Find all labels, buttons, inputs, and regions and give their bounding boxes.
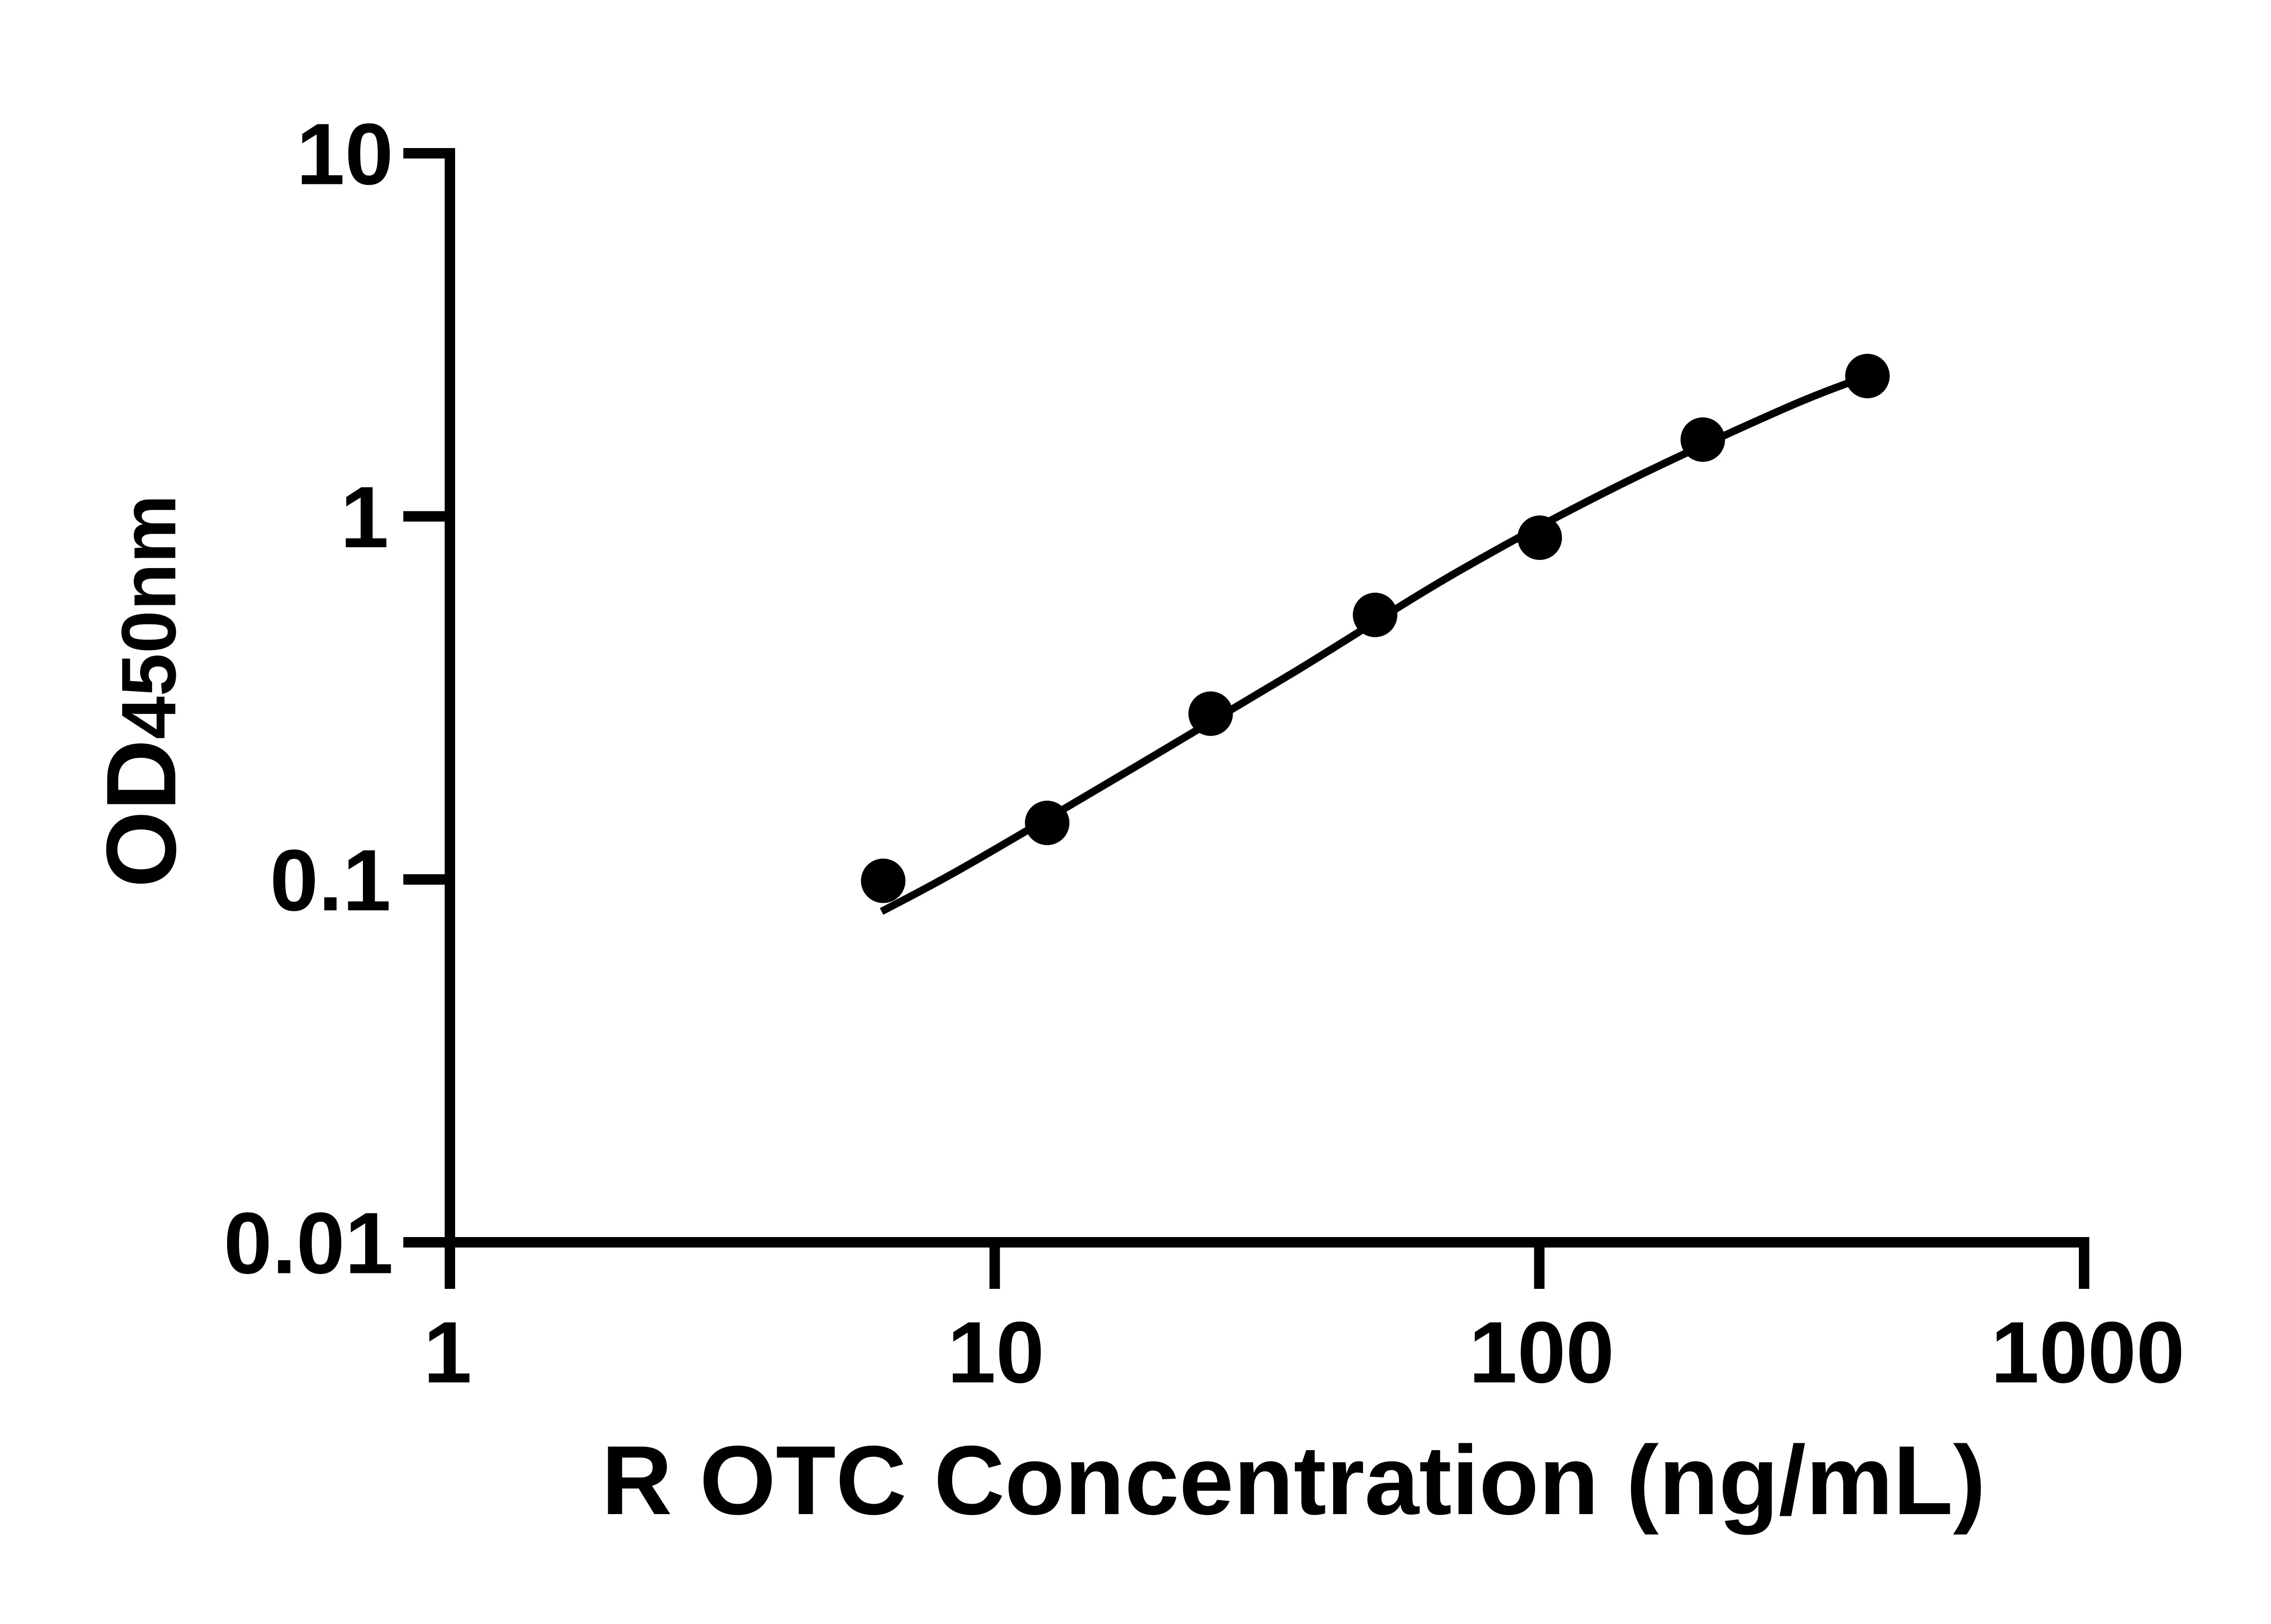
svg-text:100: 100 — [1469, 1303, 1614, 1401]
svg-text:10: 10 — [947, 1303, 1045, 1401]
svg-text:10: 10 — [296, 105, 393, 203]
svg-text:1000: 1000 — [1991, 1303, 2185, 1401]
svg-text:OD450nm: OD450nm — [86, 495, 197, 888]
svg-text:R OTC Concentration (ng/mL): R OTC Concentration (ng/mL) — [601, 1425, 1986, 1535]
svg-text:1: 1 — [340, 468, 389, 566]
svg-text:1: 1 — [423, 1303, 472, 1401]
svg-text:0.01: 0.01 — [223, 1194, 393, 1292]
svg-text:0.1: 0.1 — [270, 832, 391, 929]
